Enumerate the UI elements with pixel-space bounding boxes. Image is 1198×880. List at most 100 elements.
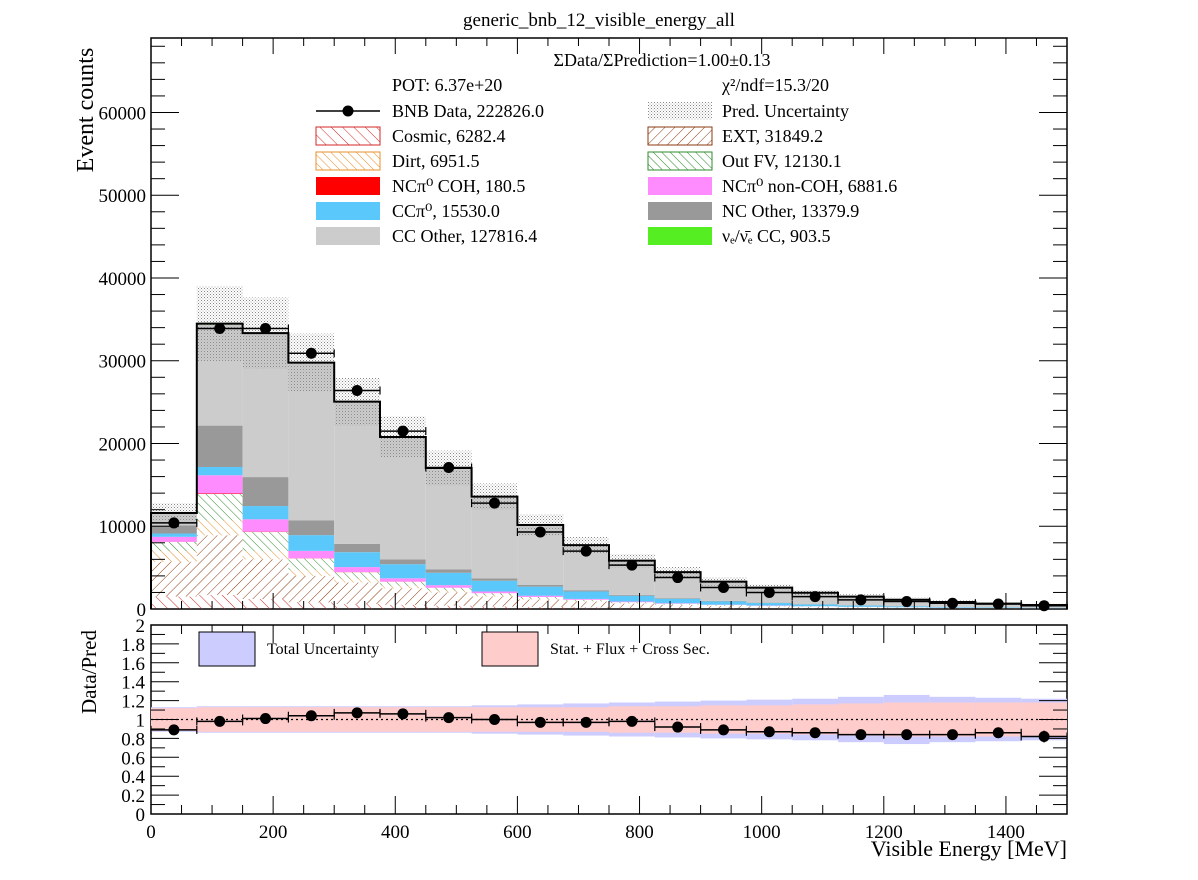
bar-nc_pi0_noncoh-1: [197, 475, 243, 493]
bar-ext-8: [517, 599, 563, 606]
ratio-point-8: [535, 717, 546, 728]
bar-outfv-9: [563, 600, 609, 601]
bar-nc_pi0_noncoh-4: [334, 567, 380, 572]
legend-swatch-nc_other: [648, 202, 712, 220]
bar-cosmic-1: [197, 595, 243, 609]
legend-label-nc_pi0_noncoh: NCπ⁰ non-COH, 6881.6: [722, 176, 897, 196]
bar-dirt-0: [151, 551, 197, 562]
chi2-text: χ²/ndf=15.3/20: [721, 75, 829, 95]
bar-nc_other-2: [243, 477, 289, 506]
bar-nc_pi0_noncoh-5: [380, 578, 426, 581]
data-point-8: [535, 527, 546, 538]
y-tick-label-3: 30000: [99, 352, 147, 373]
bar-ext-10: [609, 604, 655, 608]
legend-swatch-nue: [648, 227, 712, 245]
bar-cc_pi0-10: [609, 596, 655, 602]
legend-label-dirt: Dirt, 6951.5: [392, 151, 480, 171]
bar-cosmic-12: [701, 608, 747, 609]
bar-ext-9: [563, 602, 609, 608]
ratio-legend-label-total: Total Uncertainty: [267, 641, 379, 658]
ratio-point-5: [397, 708, 408, 719]
ratio-point-0: [168, 724, 179, 735]
data-pred-ratio-text: ΣData/ΣPrediction=1.00±0.13: [554, 50, 771, 70]
ratio-point-18: [993, 727, 1004, 738]
legend-swatch-outfv: [648, 152, 712, 170]
bar-dirt-7: [472, 595, 518, 596]
bar-cc_pi0-15: [838, 605, 884, 606]
bar-ext-0: [151, 562, 197, 597]
ratio-y-axis-label: Data/Pred: [77, 630, 101, 714]
bar-outfv-1: [197, 494, 243, 520]
ratio-point-19: [1039, 731, 1050, 742]
ratio-point-10: [626, 716, 637, 727]
data-point-12: [718, 582, 729, 593]
bar-outfv-2: [243, 532, 289, 551]
chart-title: generic_bnb_12_visible_energy_all: [463, 10, 735, 31]
bar-outfv-11: [655, 604, 701, 605]
y-tick-label-1: 10000: [99, 517, 147, 538]
bar-cc_pi0-9: [563, 591, 609, 598]
data-point-0: [168, 517, 179, 528]
bar-nc_pi0_noncoh-10: [609, 602, 655, 603]
bar-nc_other-3: [288, 520, 334, 535]
legend-label-cc_other: CC Other, 127816.4: [392, 226, 537, 246]
bar-outfv-8: [517, 597, 563, 598]
ratio-legend-label-stat: Stat. + Flux + Cross Sec.: [550, 641, 710, 658]
legend-label-cc_pi0: CCπ⁰, 15530.0: [392, 201, 500, 221]
legend-label-data: BNB Data, 222826.0: [392, 101, 544, 121]
bar-dirt-2: [243, 551, 289, 559]
y-tick-label-6: 60000: [99, 103, 147, 124]
ratio-y-tick-label-7: 1.4: [121, 673, 145, 694]
bar-ext-11: [655, 605, 701, 608]
bar-dirt-10: [609, 603, 655, 604]
bar-nc_other-10: [609, 595, 655, 596]
bar-nc_pi0_noncoh-7: [472, 592, 518, 594]
bar-ext-3: [288, 576, 334, 602]
bar-nc_pi0_noncoh-8: [517, 596, 563, 597]
bar-ext-7: [472, 597, 518, 607]
ratio-point-14: [810, 727, 821, 738]
bar-dirt-6: [426, 591, 472, 593]
bar-nc_pi0_noncoh-0: [151, 537, 197, 542]
bar-cosmic-11: [655, 608, 701, 609]
bar-nc_pi0_noncoh-2: [243, 519, 289, 531]
bar-nc_other-7: [472, 578, 518, 580]
bar-cosmic-6: [426, 606, 472, 609]
bar-cc_pi0-14: [792, 604, 838, 606]
bar-ext-6: [426, 592, 472, 605]
legend-label-nc_other: NC Other, 13379.9: [722, 201, 859, 221]
bar-outfv-5: [380, 582, 426, 586]
data-point-6: [443, 462, 454, 473]
bar-nc_other-11: [655, 598, 701, 599]
ratio-legend-swatch-stat: [482, 632, 538, 666]
bar-nc_other-5: [380, 559, 426, 564]
data-point-9: [581, 546, 592, 557]
y-axis-label: Event counts: [73, 48, 99, 173]
bar-dirt-4: [334, 579, 380, 583]
data-point-14: [810, 591, 821, 602]
legend-swatch-cosmic: [316, 127, 380, 145]
legend-label-uncertainty: Pred. Uncertainty: [722, 101, 849, 121]
legend-label-outfv: Out FV, 12130.1: [722, 151, 842, 171]
legend-swatch-uncertainty: [648, 102, 712, 120]
x-tick-label-4: 800: [625, 822, 654, 843]
bar-nc_pi0_noncoh-3: [288, 551, 334, 558]
ratio-point-13: [764, 726, 775, 737]
data-point-3: [306, 348, 317, 359]
bar-nc_other-1: [197, 426, 243, 467]
legend-swatch-ext: [648, 127, 712, 145]
bar-ext-1: [197, 535, 243, 595]
ratio-point-1: [214, 716, 225, 727]
x-axis-label: Visible Energy [MeV]: [871, 836, 1067, 861]
ratio-point-7: [489, 714, 500, 725]
bar-dirt-1: [197, 520, 243, 535]
legend-label-nc_pi0_coh: NCπ⁰ COH, 180.5: [392, 176, 525, 196]
pot-text: POT: 6.37e+20: [392, 75, 502, 95]
bar-ext-15: [838, 607, 884, 608]
data-point-13: [764, 587, 775, 598]
x-tick-label-3: 600: [503, 822, 532, 843]
bar-cosmic-3: [288, 602, 334, 609]
bar-cc_pi0-1: [197, 467, 243, 475]
bar-ext-14: [792, 607, 838, 609]
